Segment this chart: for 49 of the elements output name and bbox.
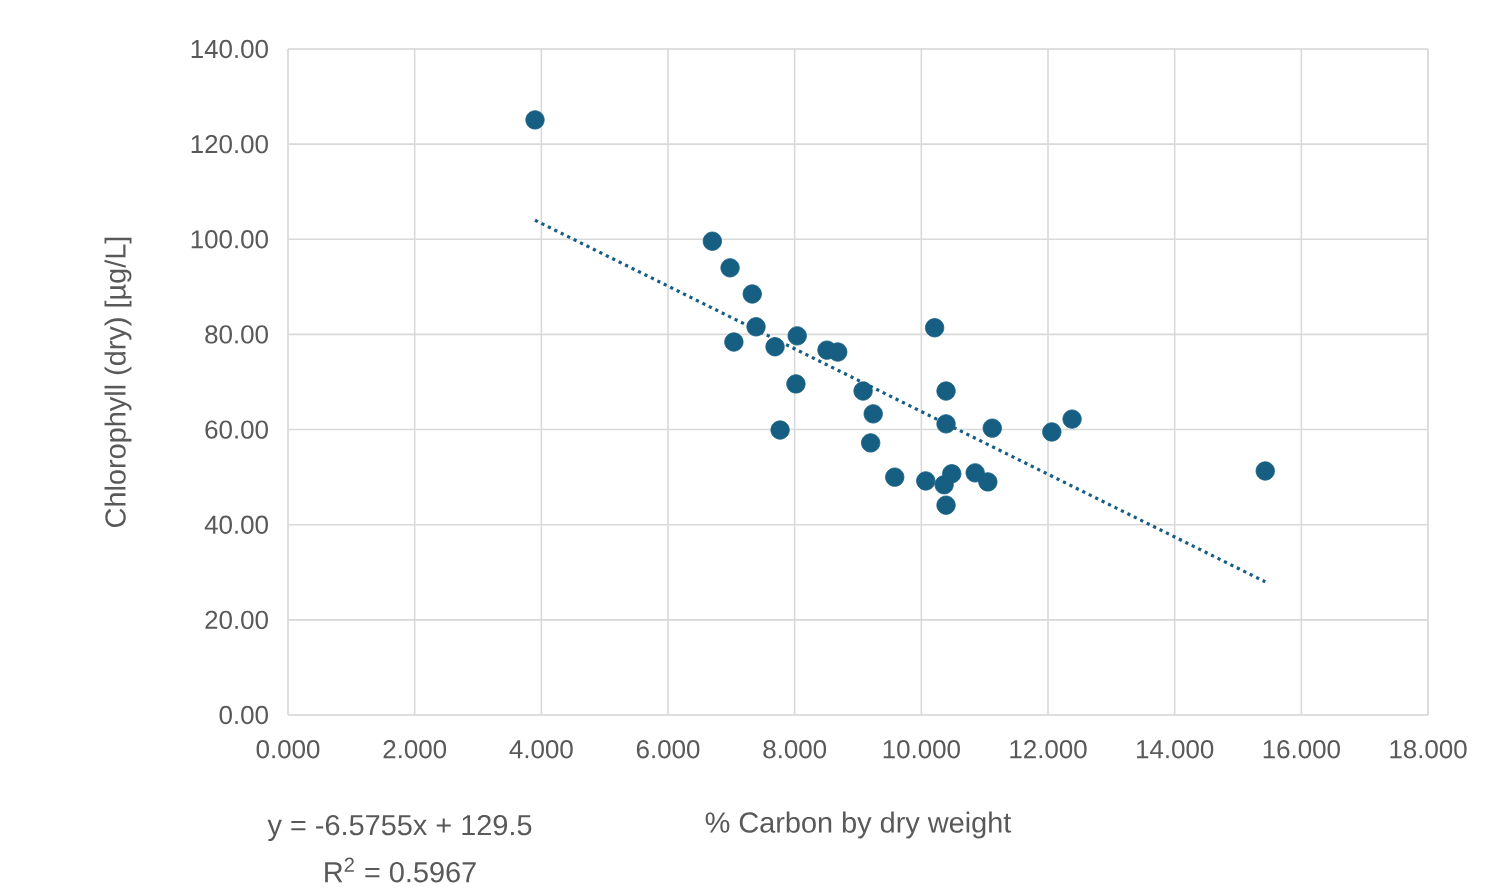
point bbox=[720, 258, 740, 278]
point bbox=[746, 317, 766, 337]
point bbox=[742, 284, 762, 304]
point bbox=[770, 420, 790, 440]
x-tick-label: 2.000 bbox=[383, 740, 447, 759]
point bbox=[861, 433, 881, 453]
y-tick-label: 140.00 bbox=[191, 39, 268, 59]
x-tick-label: 12.000 bbox=[1010, 740, 1087, 759]
y-tick-label: 0.00 bbox=[219, 705, 268, 725]
x-tick-label: 8.000 bbox=[763, 740, 827, 759]
point bbox=[942, 464, 962, 484]
y-tick-label: 120.00 bbox=[191, 134, 268, 154]
y-tick-label: 60.00 bbox=[205, 420, 268, 439]
point bbox=[916, 471, 936, 491]
point bbox=[787, 326, 807, 346]
point bbox=[828, 342, 848, 362]
point bbox=[525, 110, 545, 130]
point bbox=[765, 337, 785, 357]
text: R$^{2}$ = 0.5967 bbox=[325, 857, 476, 883]
text: y = -6.5755x + 129.5 bbox=[267, 814, 532, 842]
x-tick-label: 18.000 bbox=[1390, 740, 1467, 759]
x-tick-label: 6.000 bbox=[636, 740, 700, 759]
x-tick-label: 10.000 bbox=[883, 740, 960, 759]
x-tick-label: 14.000 bbox=[1137, 740, 1214, 759]
y-tick-label: 20.00 bbox=[205, 610, 268, 630]
point bbox=[1255, 461, 1275, 481]
point bbox=[965, 463, 985, 483]
point bbox=[936, 495, 956, 515]
y-tick-label: 80.00 bbox=[205, 325, 268, 344]
y-tick-label: 100.00 bbox=[191, 230, 268, 249]
point bbox=[1062, 409, 1082, 429]
y-tick-label: 40.00 bbox=[204, 515, 268, 534]
point bbox=[936, 414, 956, 434]
point bbox=[1042, 422, 1062, 442]
point bbox=[978, 472, 998, 492]
point bbox=[786, 374, 806, 394]
x-tick-label: 0.000 bbox=[256, 740, 320, 759]
point bbox=[702, 231, 722, 251]
x-tick-label: 4.000 bbox=[509, 740, 573, 759]
x-tick-label: 16.000 bbox=[1263, 740, 1340, 759]
x-axis-title: % Carbon by dry weight bbox=[705, 811, 1012, 839]
point bbox=[982, 418, 1002, 438]
point bbox=[724, 332, 744, 352]
point bbox=[885, 467, 905, 487]
point bbox=[936, 381, 956, 401]
point bbox=[925, 318, 945, 338]
y-axis-title: Chlorophyll (dry) [µg/L] bbox=[104, 237, 132, 527]
point bbox=[863, 404, 883, 424]
point bbox=[853, 381, 873, 401]
